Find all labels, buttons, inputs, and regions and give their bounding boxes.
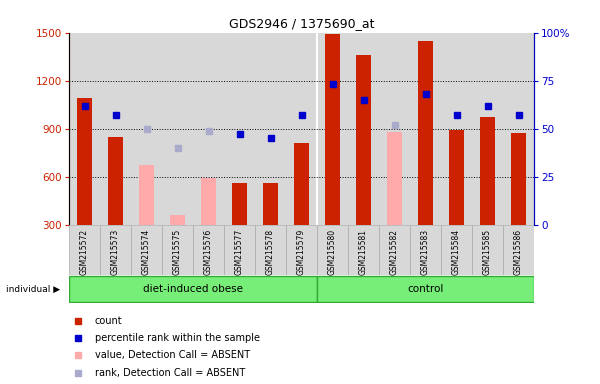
Bar	[317, 276, 534, 302]
Bar	[317, 33, 348, 225]
Text: GSM215585: GSM215585	[483, 228, 492, 275]
Bar	[224, 33, 255, 225]
Bar	[286, 225, 317, 275]
Text: GSM215579: GSM215579	[297, 228, 306, 275]
Bar	[131, 225, 162, 275]
Bar	[410, 225, 441, 275]
Bar	[387, 132, 402, 225]
Text: GSM215577: GSM215577	[235, 228, 244, 275]
Bar	[69, 276, 317, 302]
Bar	[286, 33, 317, 225]
Bar	[131, 33, 162, 225]
Bar	[232, 183, 247, 225]
Bar	[356, 55, 371, 225]
Text: GSM215580: GSM215580	[328, 228, 337, 275]
Bar	[193, 225, 224, 275]
Bar	[77, 98, 92, 225]
Text: diet-induced obese: diet-induced obese	[143, 284, 243, 294]
Bar	[472, 33, 503, 225]
Bar	[170, 215, 185, 225]
Text: GSM215586: GSM215586	[514, 228, 523, 275]
Text: GSM215575: GSM215575	[173, 228, 182, 275]
Text: GSM215581: GSM215581	[359, 228, 368, 275]
Text: value, Detection Call = ABSENT: value, Detection Call = ABSENT	[95, 350, 250, 360]
Bar	[418, 41, 433, 225]
Bar	[100, 225, 131, 275]
Bar	[410, 33, 441, 225]
Text: GSM215584: GSM215584	[452, 228, 461, 275]
Text: rank, Detection Call = ABSENT: rank, Detection Call = ABSENT	[95, 368, 245, 378]
Bar	[69, 33, 100, 225]
Bar	[441, 225, 472, 275]
Bar	[379, 225, 410, 275]
Text: GSM215573: GSM215573	[111, 228, 120, 275]
Bar	[294, 143, 309, 225]
Bar	[255, 225, 286, 275]
Text: GSM215578: GSM215578	[266, 228, 275, 275]
Bar	[472, 225, 503, 275]
Bar	[162, 33, 193, 225]
Bar	[503, 33, 534, 225]
Text: count: count	[95, 316, 122, 326]
Bar	[511, 134, 526, 225]
Bar	[69, 225, 100, 275]
Bar	[201, 178, 216, 225]
Text: GSM215583: GSM215583	[421, 228, 430, 275]
Bar	[503, 225, 534, 275]
Bar	[193, 33, 224, 225]
Bar	[317, 225, 348, 275]
Bar	[263, 183, 278, 225]
Text: individual ▶: individual ▶	[5, 285, 59, 293]
Bar	[108, 137, 123, 225]
Text: percentile rank within the sample: percentile rank within the sample	[95, 333, 260, 343]
Bar	[325, 34, 340, 225]
Bar	[139, 166, 154, 225]
Text: GSM215576: GSM215576	[204, 228, 213, 275]
Text: GSM215582: GSM215582	[390, 228, 399, 275]
Bar	[255, 33, 286, 225]
Title: GDS2946 / 1375690_at: GDS2946 / 1375690_at	[229, 17, 374, 30]
Bar	[100, 33, 131, 225]
Bar	[224, 225, 255, 275]
Text: control: control	[407, 284, 443, 294]
Bar	[379, 33, 410, 225]
Bar	[348, 33, 379, 225]
Bar	[449, 130, 464, 225]
Bar	[480, 118, 495, 225]
Bar	[162, 225, 193, 275]
Text: GSM215572: GSM215572	[80, 228, 89, 275]
Text: GSM215574: GSM215574	[142, 228, 151, 275]
Bar	[348, 225, 379, 275]
Bar	[441, 33, 472, 225]
